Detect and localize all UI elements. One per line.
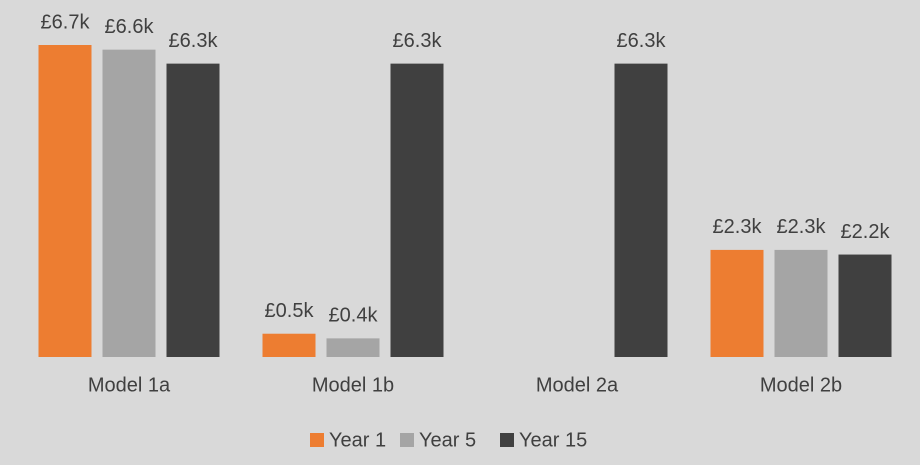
x-tick-label: Model 1b bbox=[312, 374, 394, 396]
legend-swatch bbox=[500, 433, 514, 447]
bar bbox=[262, 333, 316, 357]
data-label: £0.5k bbox=[265, 300, 315, 322]
bar bbox=[102, 49, 156, 358]
data-label: £6.3k bbox=[169, 30, 219, 52]
data-label: £6.7k bbox=[41, 11, 91, 33]
bar bbox=[774, 249, 828, 357]
legend-swatch bbox=[310, 433, 324, 447]
bar bbox=[166, 63, 220, 358]
bar bbox=[838, 254, 892, 357]
bar bbox=[710, 249, 764, 357]
legend-label: Year 5 bbox=[419, 429, 476, 451]
bar bbox=[326, 338, 380, 357]
bar bbox=[390, 63, 444, 358]
bar bbox=[38, 45, 92, 357]
data-label: £6.6k bbox=[105, 16, 155, 38]
legend-swatch bbox=[400, 433, 414, 447]
data-label: £0.4k bbox=[329, 305, 379, 327]
data-label: £2.3k bbox=[713, 216, 763, 238]
data-label: £2.3k bbox=[777, 216, 827, 238]
data-label: £2.2k bbox=[841, 221, 891, 243]
legend-label: Year 1 bbox=[329, 429, 386, 451]
x-tick-label: Model 2b bbox=[760, 374, 842, 396]
x-tick-label: Model 1a bbox=[88, 374, 171, 396]
legend-label: Year 15 bbox=[519, 429, 587, 451]
x-tick-label: Model 2a bbox=[536, 374, 619, 396]
data-label: £6.3k bbox=[393, 30, 443, 52]
data-label: £6.3k bbox=[617, 30, 667, 52]
bar bbox=[614, 63, 668, 358]
